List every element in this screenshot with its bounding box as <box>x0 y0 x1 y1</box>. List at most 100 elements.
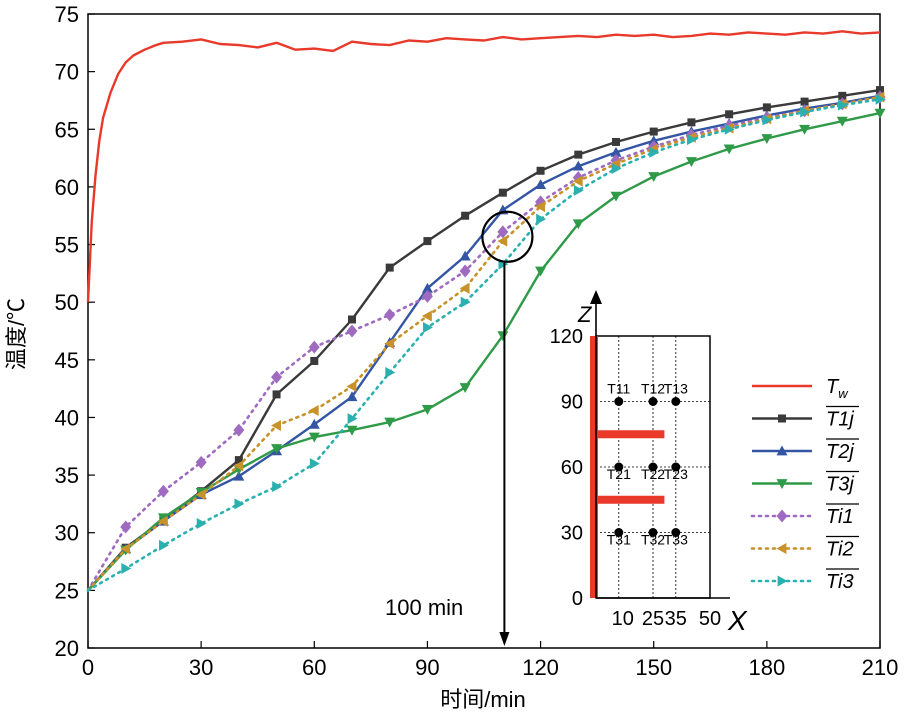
data-point-t2j <box>346 391 358 402</box>
y-tick-label: 75 <box>55 2 79 27</box>
x-tick-label: 30 <box>189 655 213 680</box>
data-point-t1j <box>498 188 507 197</box>
data-point-ti2 <box>346 380 357 392</box>
data-point-t3j <box>610 191 622 202</box>
x-tick-label: 90 <box>415 655 439 680</box>
data-point-ti3 <box>272 481 283 493</box>
legend-item-t3j: T3j <box>752 470 859 496</box>
y-tick-label: 40 <box>55 405 79 430</box>
data-point-t3j <box>346 425 358 436</box>
legend-item-ti3: Ti3 <box>750 568 859 593</box>
x-tick-label: 60 <box>302 655 326 680</box>
inset-z-tick-label: 0 <box>572 588 583 610</box>
legend-subscript: w <box>838 386 849 401</box>
legend-item-t1j: T1j <box>752 405 859 431</box>
sensor-point <box>648 462 658 472</box>
series-line-ti1 <box>86 95 882 592</box>
y-tick-label: 20 <box>55 636 79 661</box>
legend-label: Ti2 <box>826 539 854 561</box>
inset-z-label: Z <box>577 302 593 327</box>
data-point-ti1 <box>459 264 471 278</box>
sensor-label: T33 <box>664 532 688 548</box>
data-point-t3j <box>836 116 848 127</box>
legend-item-t2j: T2j <box>752 438 859 463</box>
data-point-ti3 <box>121 562 132 574</box>
series-t3j <box>87 108 886 592</box>
legend-marker <box>776 445 788 456</box>
data-point-t3j <box>572 219 584 230</box>
legend-marker <box>776 543 787 554</box>
axis-ticks: 0 30 60 90 120 150 180 210 20 25 30 35 40 45 50 55 60 65 7… <box>55 2 899 680</box>
data-point-ti3 <box>309 458 320 470</box>
data-point-ti1 <box>346 324 358 338</box>
legend-marker <box>777 575 788 587</box>
data-point-t3j <box>799 124 811 135</box>
legend-marker <box>778 414 786 423</box>
sensor-point <box>614 462 624 472</box>
legend: Tw T1j T2j T3j Ti1 Ti2 Ti3 <box>750 376 859 593</box>
data-point-ti2 <box>120 543 131 555</box>
series-line-ti2 <box>86 95 882 592</box>
series-line-t2j <box>87 94 881 592</box>
data-point-t1j <box>234 456 243 465</box>
sensor-label: T32 <box>641 532 665 548</box>
data-point-ti3 <box>724 123 735 135</box>
y-tick-label: 55 <box>55 233 79 258</box>
data-point-ti2 <box>308 405 319 417</box>
data-point-t3j <box>535 266 547 277</box>
data-point-ti2 <box>572 175 583 187</box>
data-point-t2j <box>610 146 622 157</box>
data-point-t2j <box>233 470 245 481</box>
data-point-ti3 <box>536 213 547 225</box>
sensor-point <box>671 397 681 406</box>
data-point-t1j <box>310 356 319 365</box>
x-tick-label: 210 <box>862 655 899 680</box>
inset-z-tick-label: 30 <box>561 523 583 545</box>
data-point-ti1 <box>120 520 132 534</box>
data-point-ti1 <box>421 289 433 303</box>
annotation-label: 100 min <box>385 595 463 620</box>
data-point-ti1 <box>271 370 283 384</box>
data-point-ti1 <box>233 423 245 437</box>
data-point-t3j <box>308 432 320 443</box>
inset-x-tick-label: 10 <box>612 608 634 630</box>
data-point-ti2 <box>535 201 545 213</box>
series-line-t1j <box>87 88 881 592</box>
legend-label: T1j <box>826 409 854 431</box>
data-point-t1j <box>800 97 809 106</box>
data-point-t1j <box>574 150 583 159</box>
data-point-ti2 <box>195 489 206 501</box>
sensor-label: T12 <box>641 381 665 397</box>
data-point-t3j <box>685 157 697 168</box>
data-point-ti2 <box>421 310 432 322</box>
sensor-point <box>648 397 658 406</box>
data-point-ti3 <box>649 146 660 158</box>
y-tick-label: 45 <box>55 348 79 373</box>
data-point-t3j <box>271 444 283 455</box>
data-point-t1j <box>461 211 470 220</box>
data-point-ti3 <box>347 413 358 425</box>
data-point-ti3 <box>234 498 245 510</box>
sensor-label: T11 <box>607 381 630 397</box>
data-point-ti2 <box>157 515 168 527</box>
plot-border <box>87 13 881 649</box>
data-point-ti1 <box>308 340 320 354</box>
series-line-t3j <box>87 111 881 592</box>
legend-label: Ti3 <box>826 571 854 593</box>
legend-label: T3j <box>826 474 854 496</box>
y-tick-label: 25 <box>55 578 79 603</box>
y-axis-title: 温度/℃ <box>4 298 29 370</box>
data-point-t3j <box>761 134 773 144</box>
series-tw <box>86 30 881 303</box>
sensor-label: T23 <box>664 466 688 482</box>
series-line-tw <box>86 30 881 303</box>
data-point-t1j <box>348 315 356 324</box>
data-point-ti2 <box>233 460 244 472</box>
data-point-t3j <box>723 144 735 155</box>
sensor-point <box>614 397 624 406</box>
annotation-layer: 100 min <box>385 210 534 646</box>
data-point-t2j <box>459 250 471 261</box>
sensor-point <box>614 528 624 537</box>
data-point-ti1 <box>195 455 207 469</box>
sensor-label: T22 <box>641 466 665 482</box>
